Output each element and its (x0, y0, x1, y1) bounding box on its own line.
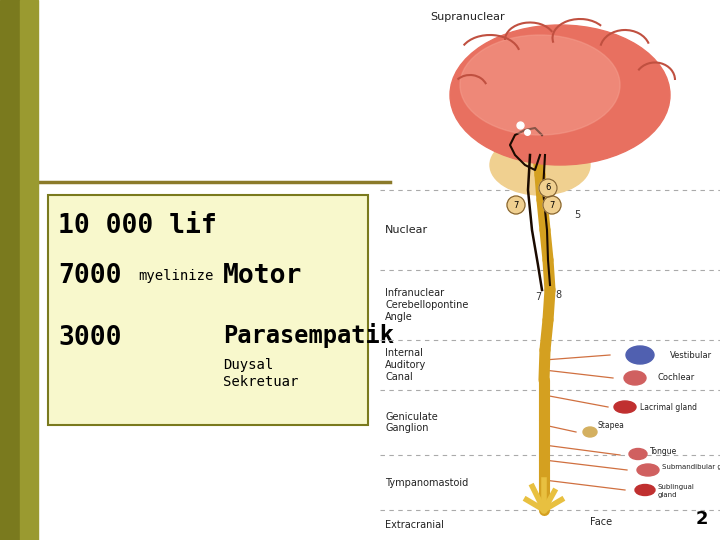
Text: 7000: 7000 (58, 263, 122, 289)
Text: Supranuclear: Supranuclear (430, 12, 505, 22)
Text: Vestibular: Vestibular (670, 350, 712, 360)
Bar (20, 0, 38, 540)
Bar (0, 0, 20, 540)
Ellipse shape (490, 135, 590, 195)
Text: Geniculate
Ganglion: Geniculate Ganglion (385, 411, 438, 433)
Circle shape (507, 196, 525, 214)
Ellipse shape (635, 484, 655, 496)
Text: Sekretuar: Sekretuar (223, 375, 298, 389)
Text: Internal
Auditory
Canal: Internal Auditory Canal (385, 348, 426, 382)
Text: 7: 7 (513, 200, 518, 210)
Text: Extracranial: Extracranial (385, 520, 444, 530)
Ellipse shape (637, 464, 659, 476)
Text: Submandibular gland: Submandibular gland (662, 464, 720, 470)
Ellipse shape (460, 35, 620, 135)
Ellipse shape (624, 371, 646, 385)
Text: Motor: Motor (223, 263, 302, 289)
Ellipse shape (583, 427, 597, 437)
Text: Stapea: Stapea (598, 422, 625, 430)
Text: 8: 8 (555, 290, 561, 300)
Circle shape (543, 196, 561, 214)
Text: Lacrimal gland: Lacrimal gland (640, 402, 697, 411)
Text: Cochlear: Cochlear (658, 374, 696, 382)
Circle shape (539, 179, 557, 197)
Text: 5: 5 (574, 210, 580, 220)
Bar (380, 0, 720, 540)
Text: Duysal: Duysal (223, 358, 274, 372)
Text: 7: 7 (549, 200, 554, 210)
Text: 10 000 lif: 10 000 lif (58, 213, 217, 239)
Text: myelinize: myelinize (138, 269, 213, 283)
Text: Nuclear: Nuclear (385, 225, 428, 235)
Bar (48, 195, 368, 425)
Text: 7: 7 (535, 292, 541, 302)
Text: Tympanomastoid: Tympanomastoid (385, 477, 468, 488)
Text: Parasempatik: Parasempatik (223, 323, 394, 348)
Text: Sublingual
gland: Sublingual gland (658, 484, 695, 497)
Text: 6: 6 (545, 184, 551, 192)
Text: 3000: 3000 (58, 325, 122, 351)
Text: Face: Face (590, 517, 612, 527)
Ellipse shape (626, 346, 654, 364)
Ellipse shape (614, 401, 636, 413)
Text: Infranuclear
Cerebellopontine
Angle: Infranuclear Cerebellopontine Angle (385, 288, 469, 322)
Ellipse shape (629, 449, 647, 460)
Ellipse shape (450, 25, 670, 165)
Text: Tongue: Tongue (650, 447, 678, 456)
Text: 2: 2 (696, 510, 708, 528)
